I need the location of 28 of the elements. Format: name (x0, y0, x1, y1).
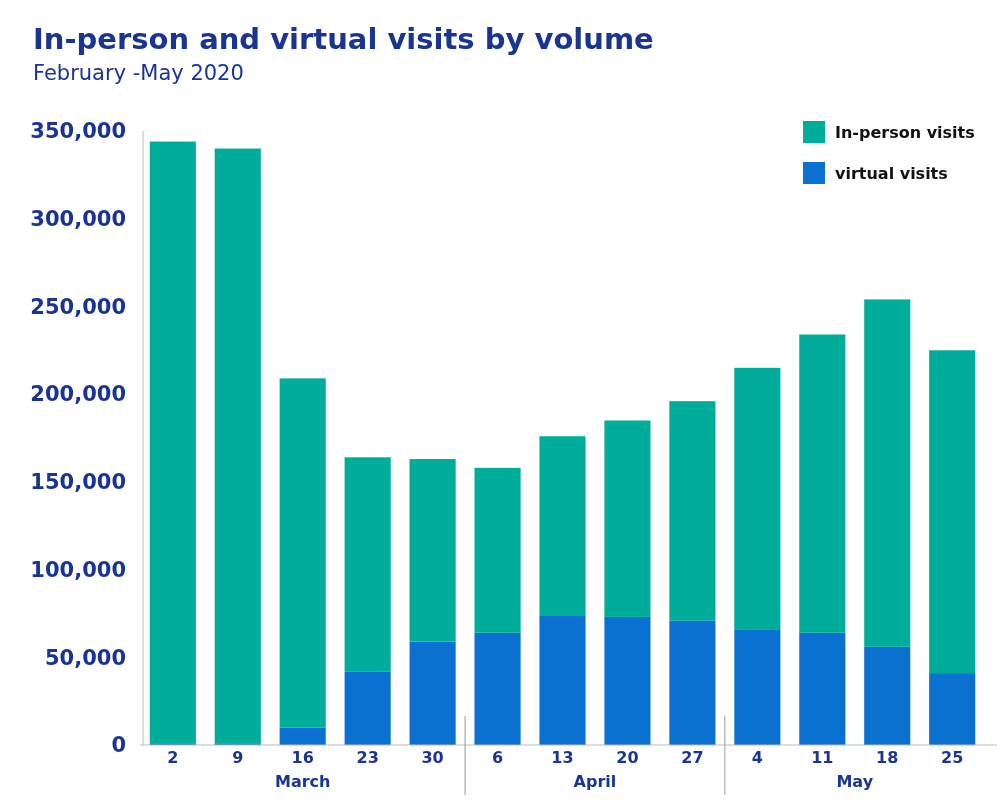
y-tick-label: 50,000 (44, 645, 126, 670)
text: April (573, 772, 617, 791)
x-tick-label: 18 (876, 748, 899, 767)
text: May (836, 772, 874, 791)
chart-title: In-person and virtual visits by volume (33, 22, 654, 56)
y-tick-label: 300,000 (30, 207, 126, 232)
y-tick-label: 0 (111, 733, 126, 758)
y-tick-label: 200,000 (30, 382, 126, 407)
y-tick-label: 100,000 (30, 557, 126, 582)
x-tick-label: 27 (681, 748, 704, 767)
x-tick-label: 20 (616, 748, 639, 767)
text: March (274, 772, 331, 791)
x-tick-label: 4 (751, 748, 763, 767)
chart-subtitle: February -May 2020 (33, 61, 244, 85)
x-tick-label: 2 (167, 748, 179, 767)
x-tick-label: 6 (491, 748, 504, 767)
x-tick-label: 30 (421, 748, 444, 767)
y-tick-label: 250,000 (30, 294, 126, 319)
x-tick-label: 9 (232, 748, 244, 767)
x-tick-label: 23 (356, 748, 379, 767)
legend-label: In-person visits (835, 122, 975, 142)
x-tick-label: 11 (811, 748, 834, 767)
x-tick-label: 13 (551, 748, 574, 767)
y-tick-label: 150,000 (30, 470, 126, 495)
x-tick-label: 16 (291, 748, 314, 767)
x-tick-label: 25 (941, 748, 964, 767)
y-tick-label: 350,000 (30, 119, 126, 144)
legend-label: virtual visits (835, 163, 948, 183)
